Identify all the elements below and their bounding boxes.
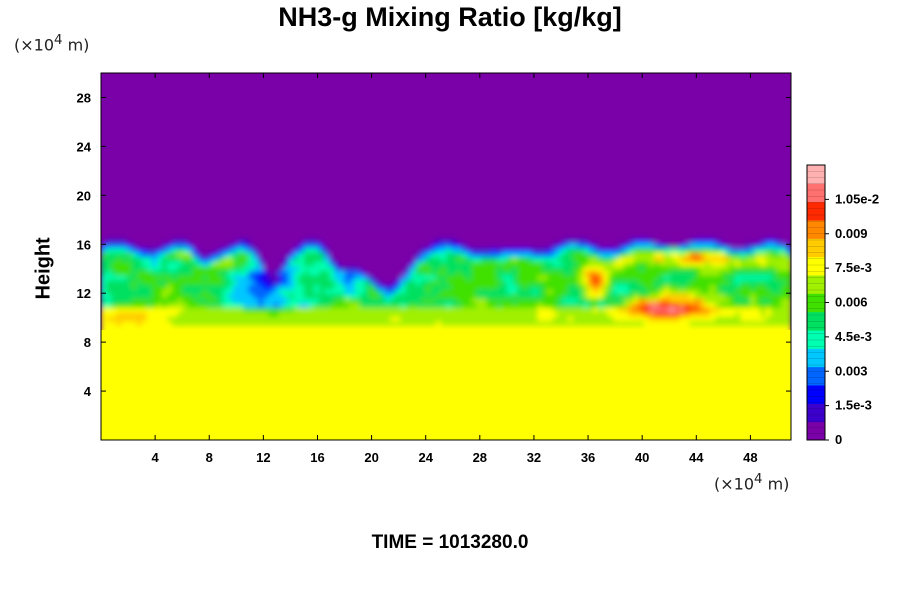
x-tick-label: 20 [364,450,378,465]
x-axis-ticks: 4 8 12 16 20 24 28 32 36 40 44 48 [152,73,758,465]
y-tick-label: 20 [77,188,91,203]
colorbar-tick-label: 4.5e-3 [835,329,872,344]
colorbar-segment [807,293,825,313]
x-unit-base: (×10 [714,474,755,494]
x-tick-label: 12 [256,450,270,465]
colorbar-tick-label: 0.003 [835,363,868,378]
colorbar-segment [807,330,825,349]
colorbar-segment [807,385,825,404]
x-tick-label: 16 [310,450,324,465]
y-tick-label: 4 [84,384,92,399]
colorbar-segment [807,403,825,423]
lower-layer [101,329,791,440]
colorbar-tick-label: 1.05e-2 [835,191,879,206]
y-axis-ticks: 4 8 12 16 20 24 28 [77,90,791,399]
time-label: TIME = 1013280.0 [371,532,529,553]
colorbar-segment [807,201,825,221]
x-tick-label: 4 [152,450,160,465]
x-tick-label: 48 [743,450,757,465]
colorbar-tick-label: 0.006 [835,295,868,310]
y-tick-label: 12 [77,286,91,301]
y-unit-suffix: m) [62,35,90,55]
colorbar-tick-label: 1.5e-3 [835,398,872,413]
colorbar-segment [807,165,825,184]
colorbar-segment [807,220,825,239]
y-tick-label: 16 [77,237,91,252]
colorbar-segment [807,348,825,368]
heatmap-field [101,73,791,440]
colorbar-segment [807,256,825,276]
y-tick-label: 8 [84,335,91,350]
x-tick-label: 40 [635,450,649,465]
x-tick-label: 24 [418,450,433,465]
x-tick-label: 28 [473,450,487,465]
colorbar-segment [807,366,825,386]
colorbar-segment [807,421,825,441]
colorbar: 0 1.5e-3 0.003 4.5e-3 0.006 7.5e-3 0.009 1.05e-… [806,164,879,447]
x-tick-label: 32 [527,450,541,465]
y-tick-label: 24 [77,139,92,154]
y-unit-exponent: 4 [54,33,63,48]
x-tick-label: 8 [206,450,213,465]
y-unit-label: (×104 m) [14,33,89,54]
y-tick-label: 28 [77,90,91,105]
colorbar-tick-label: 0.009 [835,226,868,241]
plot-frame [100,72,792,441]
x-unit-exponent: 4 [754,472,763,487]
colorbar-segment [807,311,825,331]
chart-title: NH3-g Mixing Ratio [kg/kg] [278,2,622,32]
colorbar-tick-label: 0 [835,432,842,447]
colorbar-tick-label: 7.5e-3 [835,260,872,275]
colorbar-segment [807,275,825,294]
x-tick-label: 44 [689,450,704,465]
x-unit-suffix: m) [762,474,790,494]
x-tick-label: 36 [581,450,595,465]
colorbar-segment [807,238,825,258]
y-unit-base: (×10 [14,35,55,55]
colorbar-segment [807,183,825,203]
x-unit-label: (×104 m) [714,472,789,493]
